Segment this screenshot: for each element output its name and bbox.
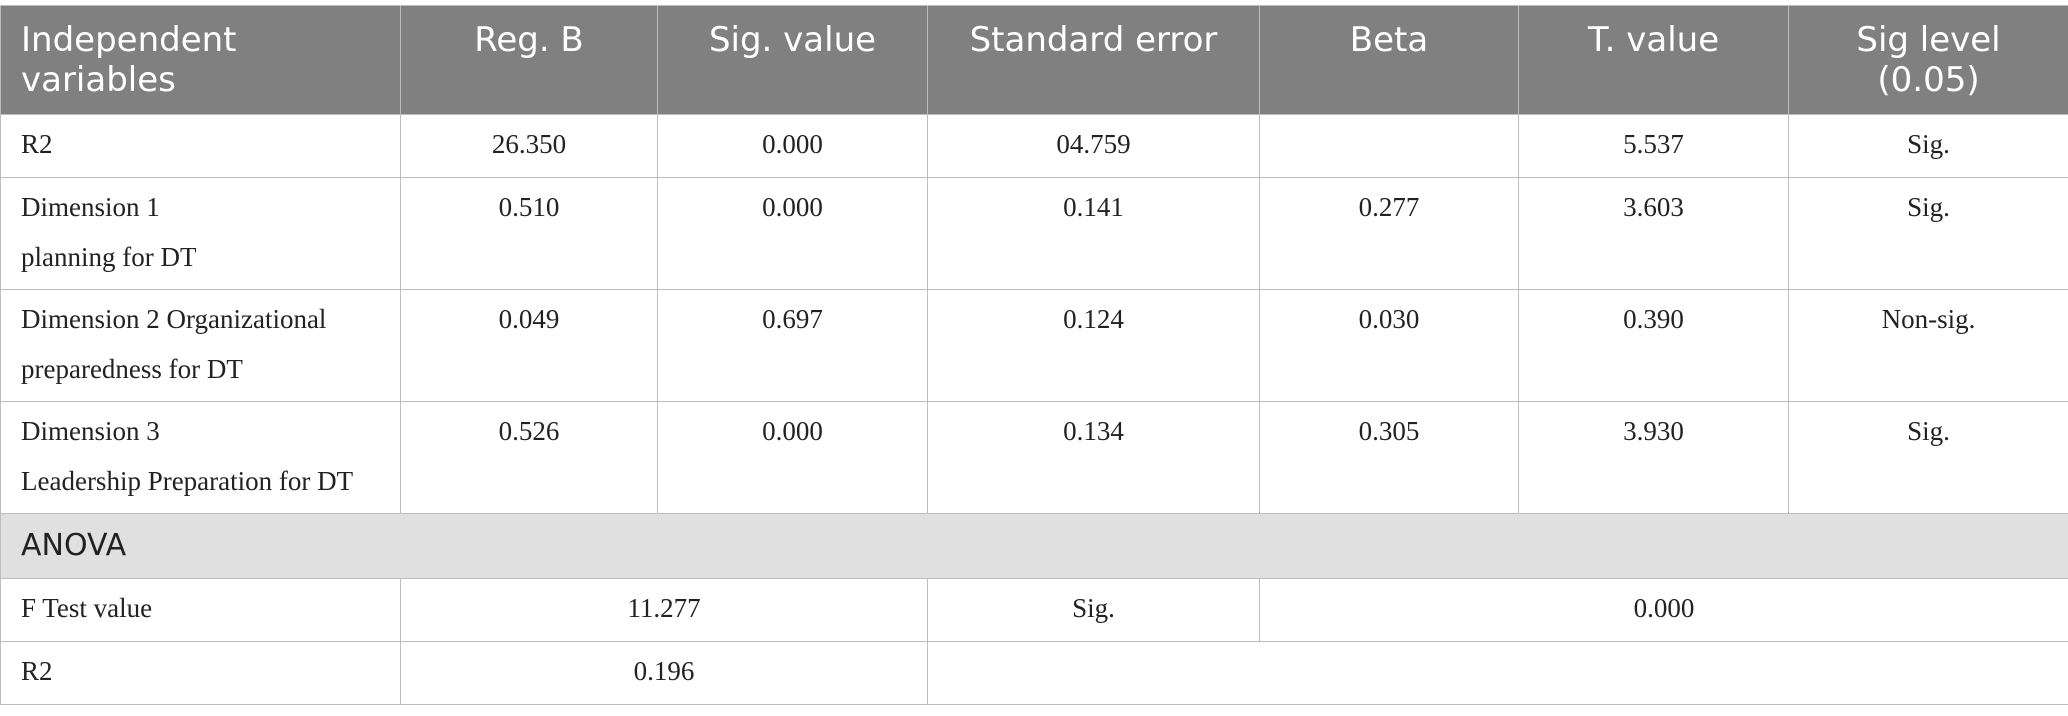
header-row: Independent variables Reg. B Sig. value Stan…	[0, 5, 2068, 115]
table-cell: F Test value	[0, 578, 401, 642]
cell-line: variables	[21, 60, 176, 100]
table-row: Dimension 1 planning for DT 0.510 0.000 0.14…	[0, 177, 2068, 290]
section-row: ANOVA	[0, 513, 2068, 579]
table-cell: 0.196	[400, 641, 928, 705]
table-cell: 26.350	[400, 114, 658, 178]
table-cell: 3.930	[1518, 401, 1789, 514]
cell-line: Dimension 1	[21, 192, 160, 222]
page: Independent variables Reg. B Sig. value Stan…	[0, 5, 2068, 716]
header-cell: Beta	[1259, 5, 1519, 115]
header-cell: T. value	[1518, 5, 1789, 115]
cell-line: planning for DT	[21, 242, 197, 272]
anova-row: F Test value 11.277 Sig. 0.000	[0, 578, 2068, 642]
cell-line: Independent	[21, 20, 237, 60]
table-cell: 0.124	[927, 289, 1260, 402]
table-cell: 0.000	[657, 177, 928, 290]
table-cell: Sig.	[1788, 401, 2068, 514]
table-cell: 0.277	[1259, 177, 1519, 290]
header-cell: Standard error	[927, 5, 1260, 115]
cell-line: Leadership Preparation for DT	[21, 466, 354, 496]
table-cell: 04.759	[927, 114, 1260, 178]
table-cell: 3.603	[1518, 177, 1789, 290]
table-cell: 0.030	[1259, 289, 1519, 402]
table-cell: Sig.	[1788, 114, 2068, 178]
header-cell: Independent variables	[0, 5, 401, 115]
table-cell: Non-sig.	[1788, 289, 2068, 402]
table-cell	[927, 641, 2068, 705]
cell-line: preparedness for DT	[21, 354, 243, 384]
header-cell: Sig level (0.05)	[1788, 5, 2068, 115]
table-cell: R2	[0, 641, 401, 705]
table-cell: 0.049	[400, 289, 658, 402]
table-cell: Dimension 2 Organizational preparedness f…	[0, 289, 401, 402]
table-cell: 0.000	[657, 114, 928, 178]
table-cell: 11.277	[400, 578, 928, 642]
cell-line: Sig level	[1856, 20, 2001, 60]
table-cell: 0.510	[400, 177, 658, 290]
table-cell: 0.000	[657, 401, 928, 514]
cell-line: Dimension 3	[21, 416, 160, 446]
table-cell: 0.000	[1259, 578, 2068, 642]
table-row: R2 26.350 0.000 04.759 5.537 Sig.	[0, 114, 2068, 178]
table-cell: 0.141	[927, 177, 1260, 290]
table-cell	[1259, 114, 1519, 178]
table-cell: 0.697	[657, 289, 928, 402]
table-cell: 0.390	[1518, 289, 1789, 402]
table-cell: Dimension 1 planning for DT	[0, 177, 401, 290]
table-row: Dimension 2 Organizational preparedness f…	[0, 289, 2068, 402]
anova-row: R2 0.196	[0, 641, 2068, 705]
header-cell: Reg. B	[400, 5, 658, 115]
table-cell: 0.526	[400, 401, 658, 514]
table-cell: Dimension 3 Leadership Preparation for DT	[0, 401, 401, 514]
table-cell: 5.537	[1518, 114, 1789, 178]
table-row: Dimension 3 Leadership Preparation for DT…	[0, 401, 2068, 514]
table-cell: R2	[0, 114, 401, 178]
table-header: Independent variables Reg. B Sig. value Stan…	[0, 5, 2068, 115]
table-cell: Sig.	[1788, 177, 2068, 290]
section-title: ANOVA	[0, 513, 2068, 579]
header-cell: Sig. value	[657, 5, 928, 115]
cell-line: (0.05)	[1877, 60, 1980, 100]
table-cell: Sig.	[927, 578, 1260, 642]
cell-line: Dimension 2 Organizational	[21, 304, 327, 334]
table-cell: 0.134	[927, 401, 1260, 514]
regression-table: Independent variables Reg. B Sig. value Stan…	[0, 5, 2068, 705]
table-cell: 0.305	[1259, 401, 1519, 514]
